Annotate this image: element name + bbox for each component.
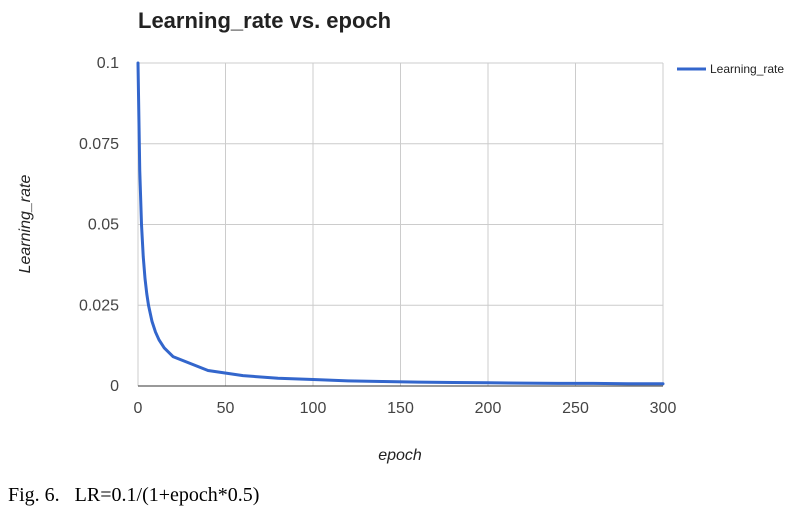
y-axis-title: Learning_rate <box>17 175 34 274</box>
legend-label: Learning_rate <box>710 62 784 76</box>
x-tick-label: 150 <box>387 400 414 417</box>
chart: Learning_rate vs. epoch 0 50 100 150 200 250 3… <box>17 8 784 464</box>
x-tick-label: 100 <box>300 400 327 417</box>
chart-title: Learning_rate vs. epoch <box>138 8 391 33</box>
x-tick-label: 0 <box>134 400 143 417</box>
legend: Learning_rate <box>677 62 784 76</box>
x-tick-label: 250 <box>562 400 589 417</box>
line-chart: Learning_rate vs. epoch 0 50 100 150 200 250 3… <box>17 8 784 464</box>
x-tick-label: 300 <box>650 400 677 417</box>
y-tick-label: 0.05 <box>88 217 119 234</box>
y-tick-label: 0.1 <box>97 55 119 72</box>
grid-lines <box>137 62 664 387</box>
x-tick-label: 50 <box>217 400 235 417</box>
y-tick-label: 0.075 <box>79 136 119 153</box>
series-layer <box>136 61 665 386</box>
x-axis-title: epoch <box>378 447 422 464</box>
figure-caption: Fig. 6. LR=0.1/(1+epoch*0.5) <box>8 484 260 506</box>
y-tick-label: 0.025 <box>79 297 119 314</box>
tick-labels: 0 50 100 150 200 250 300 0 0.025 0.05 0.075 0.1 <box>79 55 676 417</box>
y-tick-label: 0 <box>110 378 119 395</box>
series-line-learning-rate <box>136 61 665 386</box>
x-tick-label: 200 <box>475 400 502 417</box>
